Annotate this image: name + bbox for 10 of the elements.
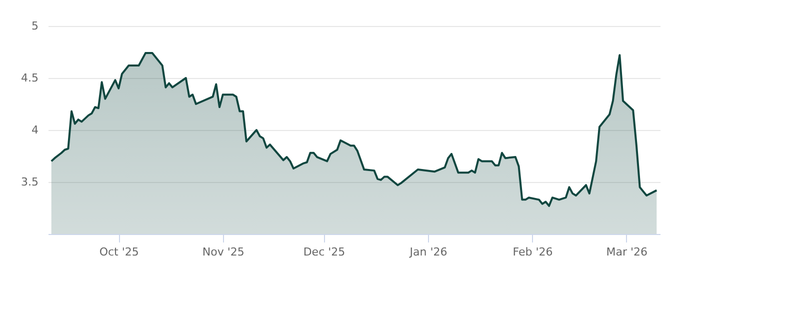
y-tick-label: 5 xyxy=(32,20,38,32)
y-tick-label: 3.5 xyxy=(21,176,38,188)
x-tick-label: Jan '26 xyxy=(408,246,448,258)
x-tick-label: Nov '25 xyxy=(202,246,244,258)
x-tick-label: Dec '25 xyxy=(303,246,346,258)
x-tick-label: Oct '25 xyxy=(99,246,139,258)
x-tick-label: Feb '26 xyxy=(512,246,553,258)
y-tick-label: 4 xyxy=(32,124,38,136)
y-tick-label: 4.5 xyxy=(21,72,38,84)
x-tick-label: Mar '26 xyxy=(606,246,648,258)
